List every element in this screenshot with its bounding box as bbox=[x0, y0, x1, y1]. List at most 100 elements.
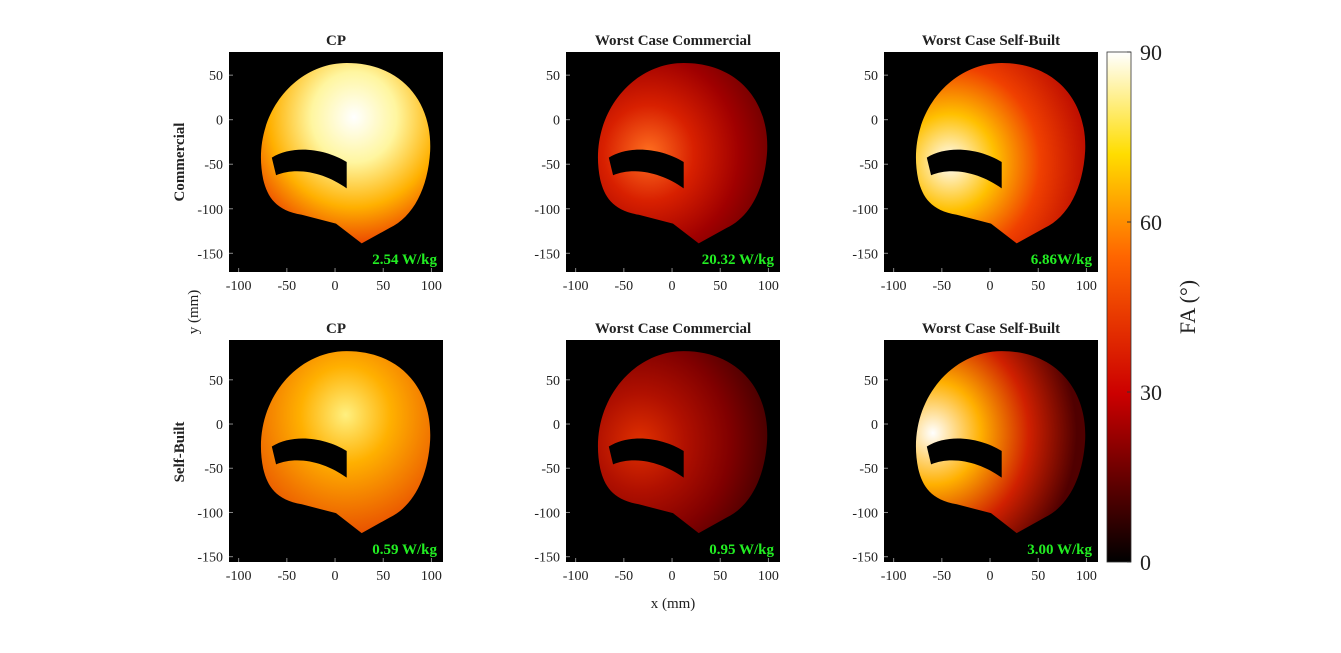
x-tick-label: 50 bbox=[376, 569, 390, 584]
x-tick-label: 50 bbox=[1031, 279, 1045, 294]
x-tick-label: 100 bbox=[758, 279, 779, 294]
y-tick-label: -150 bbox=[852, 551, 878, 566]
sar-annotation: 20.32 W/kg bbox=[702, 252, 775, 268]
y-tick-label: -150 bbox=[852, 247, 878, 262]
y-tick-label: -100 bbox=[197, 506, 223, 521]
colorbar-tick-label: 60 bbox=[1140, 210, 1162, 235]
y-tick-label: 0 bbox=[871, 418, 878, 433]
x-tick-label: -100 bbox=[881, 279, 907, 294]
y-tick-label: -150 bbox=[534, 247, 560, 262]
row-label: Commercial bbox=[172, 123, 188, 202]
colorbar-tick-label: 30 bbox=[1140, 380, 1162, 405]
x-axis-label: x (mm) bbox=[651, 596, 696, 612]
sar-annotation: 0.95 W/kg bbox=[709, 542, 774, 558]
cavity bbox=[608, 438, 684, 478]
heatmap-image bbox=[915, 63, 1086, 244]
heatmap-image bbox=[260, 351, 431, 534]
panel-title: Worst Case Self-Built bbox=[922, 33, 1060, 49]
y-tick-label: -50 bbox=[859, 462, 878, 477]
colorbar-tick-label: 90 bbox=[1140, 40, 1162, 65]
panel-title: CP bbox=[326, 321, 346, 337]
y-axis-label: y (mm) bbox=[186, 290, 202, 335]
x-tick-label: -50 bbox=[933, 279, 952, 294]
y-tick-label: -100 bbox=[534, 203, 560, 218]
colorbar bbox=[1106, 51, 1132, 563]
y-tick-label: 0 bbox=[216, 114, 223, 129]
sar-annotation: 6.86W/kg bbox=[1031, 252, 1093, 268]
x-tick-label: 50 bbox=[713, 569, 727, 584]
x-tick-label: 0 bbox=[332, 279, 339, 294]
y-tick-label: -50 bbox=[859, 158, 878, 173]
y-tick-label: -150 bbox=[197, 551, 223, 566]
x-tick-label: -100 bbox=[563, 569, 589, 584]
x-tick-label: 50 bbox=[376, 279, 390, 294]
x-tick-label: -50 bbox=[615, 569, 634, 584]
y-tick-label: -100 bbox=[852, 506, 878, 521]
y-tick-label: -150 bbox=[534, 551, 560, 566]
row-label: Self-Built bbox=[172, 422, 188, 483]
head-map bbox=[915, 351, 1086, 534]
head-map bbox=[597, 63, 768, 244]
y-tick-label: -100 bbox=[197, 203, 223, 218]
x-tick-label: -50 bbox=[278, 279, 297, 294]
x-tick-label: 0 bbox=[332, 569, 339, 584]
y-tick-label: -50 bbox=[204, 462, 223, 477]
y-tick-label: 50 bbox=[546, 69, 560, 84]
cavity bbox=[926, 149, 1002, 189]
colorbar-label: FA (°) bbox=[1175, 280, 1200, 334]
head-map bbox=[260, 351, 431, 534]
panel-title: Worst Case Commercial bbox=[595, 33, 751, 49]
y-tick-label: -50 bbox=[204, 158, 223, 173]
cavity bbox=[608, 149, 684, 189]
y-tick-label: -50 bbox=[541, 158, 560, 173]
x-tick-label: 100 bbox=[1076, 569, 1097, 584]
x-tick-label: 0 bbox=[669, 569, 676, 584]
y-tick-label: 0 bbox=[871, 114, 878, 129]
cavity bbox=[926, 438, 1002, 478]
y-tick-label: 50 bbox=[209, 374, 223, 389]
y-tick-label: 0 bbox=[216, 418, 223, 433]
cavity bbox=[271, 438, 347, 478]
heatmap-image bbox=[597, 63, 768, 244]
panel-title: CP bbox=[326, 33, 346, 49]
x-tick-label: 100 bbox=[1076, 279, 1097, 294]
x-tick-label: -100 bbox=[563, 279, 589, 294]
x-tick-label: -50 bbox=[278, 569, 297, 584]
x-tick-label: -100 bbox=[226, 279, 252, 294]
x-tick-label: 0 bbox=[987, 279, 994, 294]
x-tick-label: -50 bbox=[933, 569, 952, 584]
x-tick-label: 100 bbox=[421, 279, 442, 294]
y-tick-label: -100 bbox=[852, 203, 878, 218]
y-tick-label: 50 bbox=[209, 69, 223, 84]
x-tick-label: 0 bbox=[669, 279, 676, 294]
heatmap-image bbox=[915, 351, 1086, 534]
x-tick-label: 50 bbox=[713, 279, 727, 294]
y-tick-label: 0 bbox=[553, 114, 560, 129]
heatmap-image bbox=[260, 63, 431, 244]
x-tick-label: -100 bbox=[226, 569, 252, 584]
cavity bbox=[271, 149, 347, 189]
head-map bbox=[597, 351, 768, 534]
x-tick-label: 100 bbox=[758, 569, 779, 584]
x-tick-label: -100 bbox=[881, 569, 907, 584]
y-tick-label: 50 bbox=[864, 69, 878, 84]
y-tick-label: 50 bbox=[864, 374, 878, 389]
y-tick-label: -100 bbox=[534, 506, 560, 521]
head-map bbox=[260, 63, 431, 244]
x-tick-label: 50 bbox=[1031, 569, 1045, 584]
panel-title: Worst Case Commercial bbox=[595, 321, 751, 337]
colorbar-tick-label: 0 bbox=[1140, 550, 1151, 575]
y-tick-label: -150 bbox=[197, 247, 223, 262]
sar-annotation: 2.54 W/kg bbox=[372, 252, 437, 268]
y-tick-label: 0 bbox=[553, 418, 560, 433]
panel-title: Worst Case Self-Built bbox=[922, 321, 1060, 337]
x-tick-label: 0 bbox=[987, 569, 994, 584]
y-tick-label: -50 bbox=[541, 462, 560, 477]
sar-annotation: 0.59 W/kg bbox=[372, 542, 437, 558]
head-map bbox=[915, 63, 1086, 244]
y-tick-label: 50 bbox=[546, 374, 560, 389]
heatmap-image bbox=[597, 351, 768, 534]
x-tick-label: 100 bbox=[421, 569, 442, 584]
